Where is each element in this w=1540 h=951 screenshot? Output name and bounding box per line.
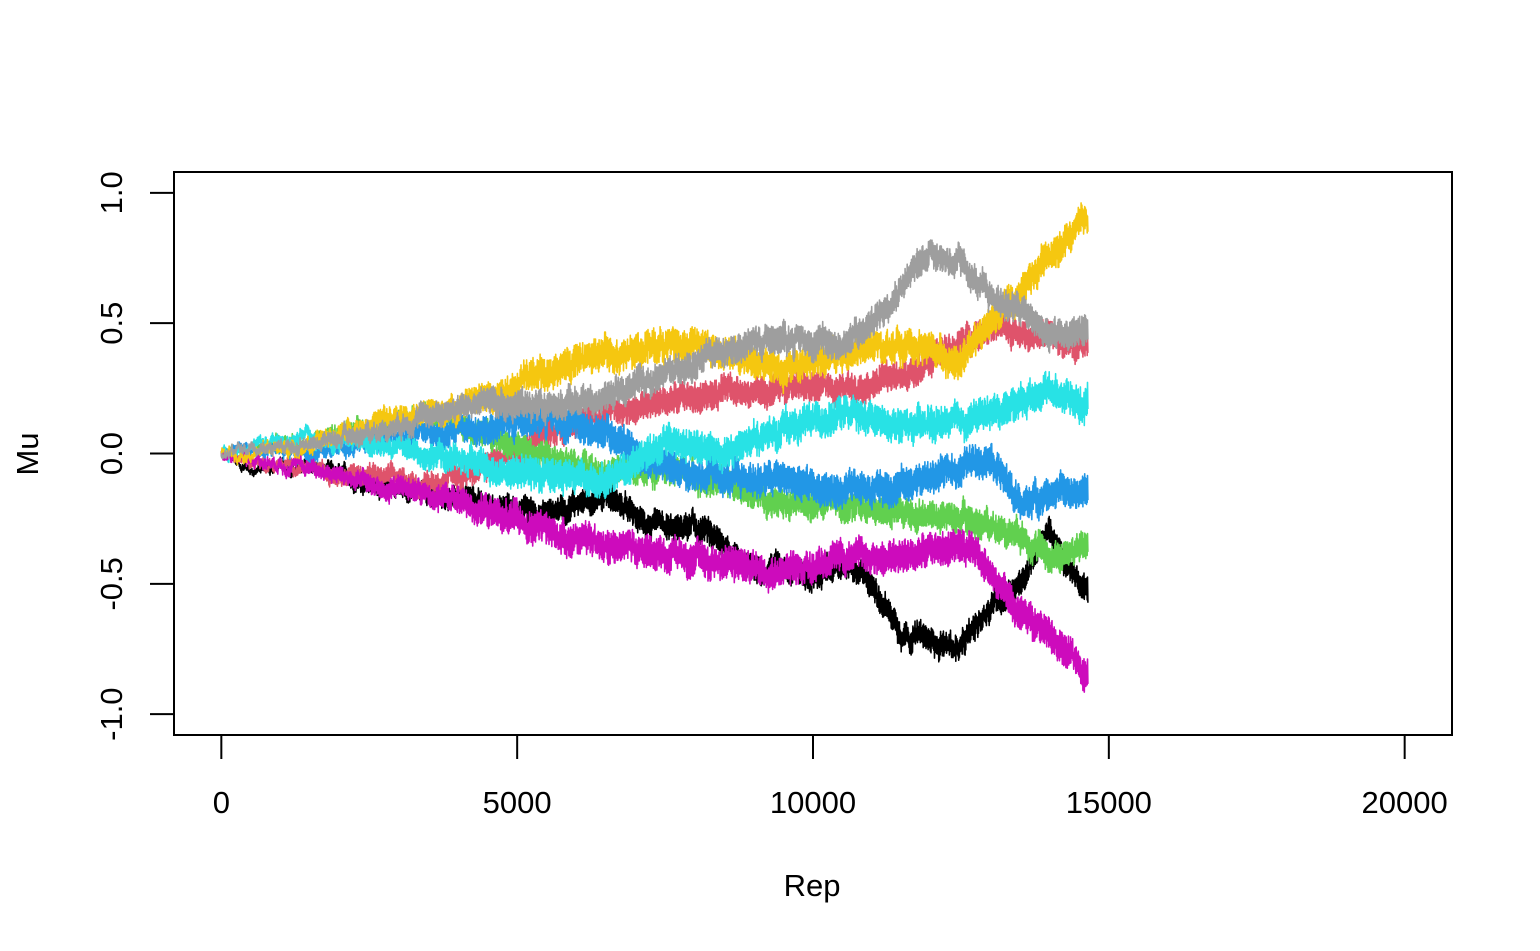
x-tick-label: 5000 [483,785,552,820]
y-tick-label: -1.0 [94,687,129,740]
y-axis-label: Mu [10,432,45,475]
series-layer [220,202,1089,693]
y-tick-label: -0.5 [94,557,129,610]
series-line-8 [220,239,1089,460]
x-tick-label: 20000 [1362,785,1448,820]
y-tick-label: 0.0 [94,432,129,475]
x-axis: 0 5000 10000 15000 20000 [213,734,1448,820]
x-tick-label: 10000 [770,785,856,820]
x-tick-label: 0 [213,785,230,820]
series-line-6 [220,449,1089,693]
y-tick-label: 1.0 [94,171,129,214]
x-tick-label: 15000 [1066,785,1152,820]
x-axis-label: Rep [784,868,841,903]
y-tick-label: 0.5 [94,302,129,345]
y-axis: -1.0 -0.5 0.0 0.5 1.0 [94,171,175,741]
series-line-5 [220,370,1089,500]
